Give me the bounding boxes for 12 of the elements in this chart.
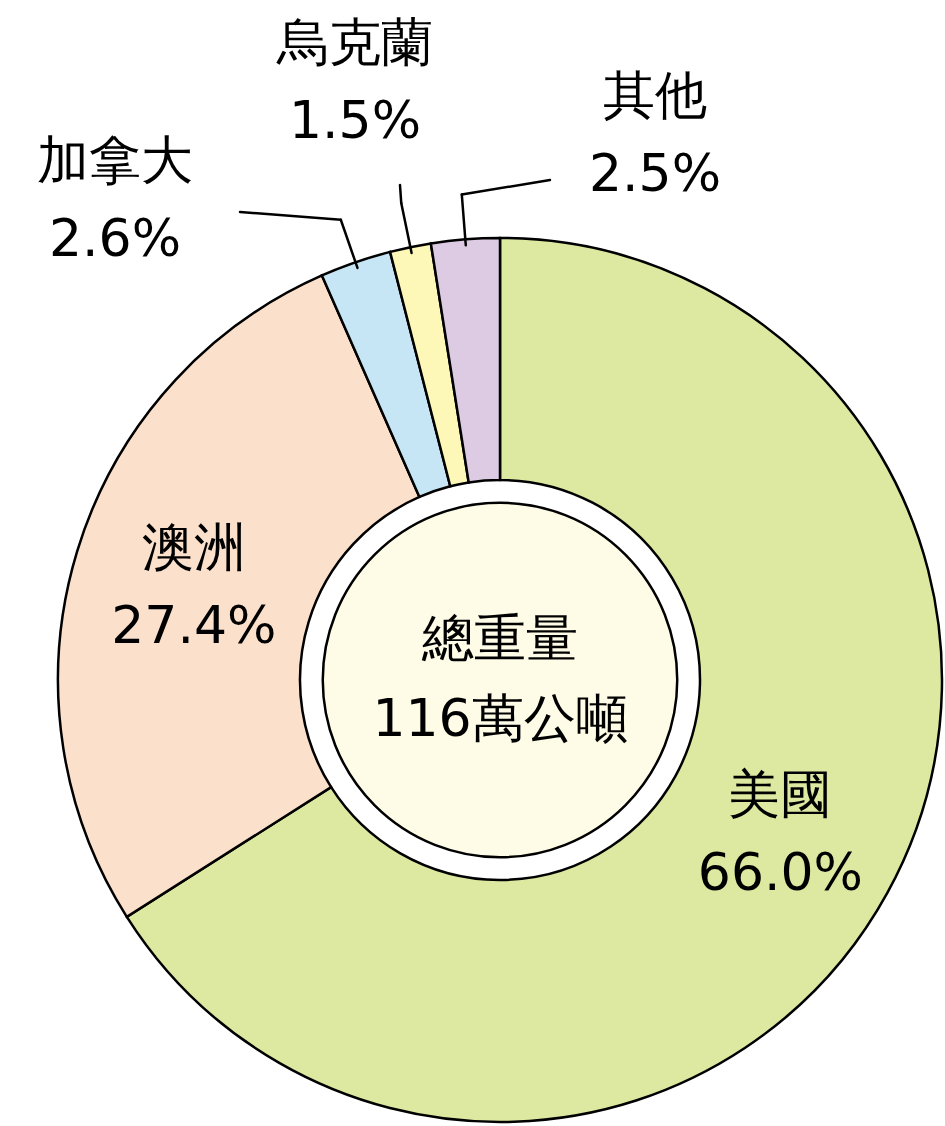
data-label: 66.0% [697,842,864,903]
data-label: 1.5% [288,90,422,150]
slice-label: 烏克蘭 [276,12,433,72]
slice-label: 其他 [603,65,707,125]
data-label: 2.6% [48,208,182,268]
text: 總重量 [421,608,578,668]
slice-label: 美國 [728,764,833,825]
data-label: 27.4% [111,594,277,655]
slice-label: 澳洲 [141,516,246,577]
text: 116萬公噸 [372,688,628,748]
data-label: 2.5% [588,143,722,203]
slice-label: 加拿大 [37,130,193,190]
